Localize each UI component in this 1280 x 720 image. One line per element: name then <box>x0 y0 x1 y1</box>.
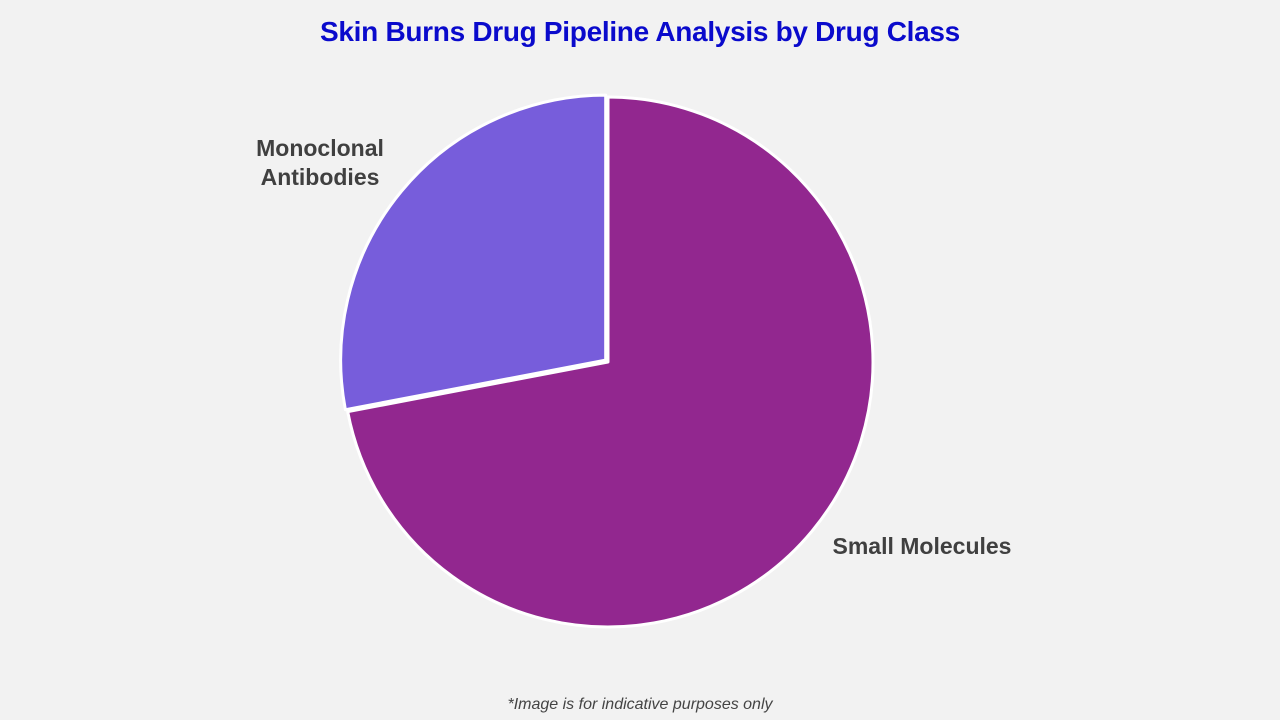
chart-title: Skin Burns Drug Pipeline Analysis by Dru… <box>320 16 960 47</box>
label-line: Antibodies <box>260 164 380 190</box>
label-monoclonal-antibodies: Monoclonal Antibodies <box>236 134 404 192</box>
label-line: Monoclonal <box>256 135 384 161</box>
pie-slice-small-molecules <box>346 95 875 629</box>
footnote: *Image is for indicative purposes only <box>507 696 773 713</box>
label-small-molecules: Small Molecules <box>832 533 1012 559</box>
pie-slice-monoclonal-antibodies <box>339 93 608 412</box>
